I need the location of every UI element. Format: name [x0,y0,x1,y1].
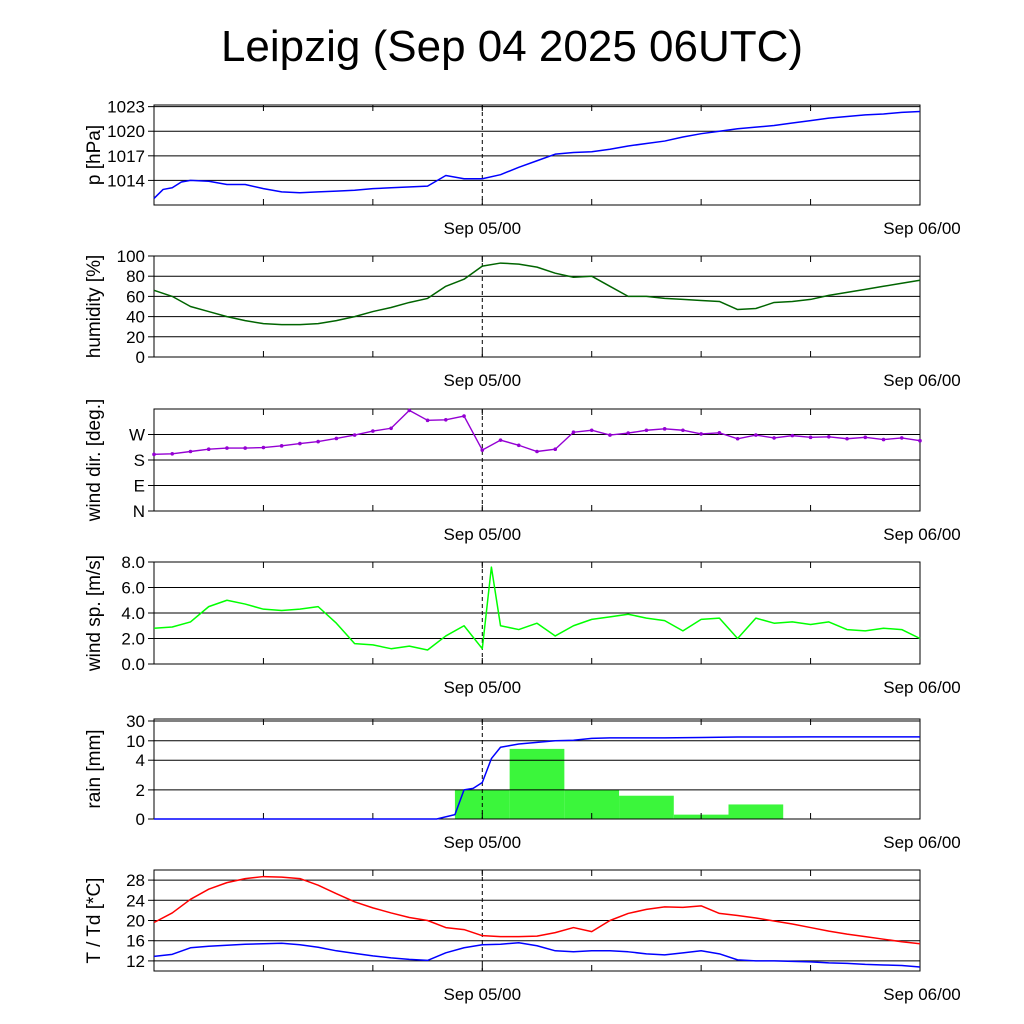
rain-bar-1 [509,748,565,819]
y-tick-label: 60 [126,287,145,306]
y-tick-label: 1017 [107,147,145,166]
y-tick-label: 30 [126,712,145,731]
x-tick-label: Sep 05/00 [444,525,522,544]
wind-dir-trace [153,409,921,456]
y-tick-label: W [129,426,145,445]
x-tick-label: Sep 05/00 [444,371,522,390]
plot-frame [153,255,921,358]
y-tick-label: 2 [136,781,145,800]
y-tick-label: 16 [126,932,145,951]
y-tick-label: 10 [126,732,145,751]
wind-speed-line [153,566,921,651]
y-tick-label: 0 [136,810,145,829]
y-tick-label: 28 [126,871,145,890]
y-tick-label: 20 [126,912,145,931]
y-tick-label: 4 [136,751,145,770]
y-tick-label: 8.0 [121,553,145,572]
y-tick-label: E [134,477,145,496]
y-tick-label: 0.0 [121,655,145,674]
y-axis-label: wind sp. [m/s] [84,555,105,672]
chart-title: Leipzig (Sep 04 2025 06UTC) [220,22,804,71]
plot-frame [153,408,921,512]
x-tick-label: Sep 05/00 [444,219,522,238]
rain-bar-3 [619,795,674,819]
x-tick-label: Sep 06/00 [883,525,961,544]
y-tick-label: 20 [126,328,145,347]
y-axis-label: rain [mm] [84,729,105,808]
y-tick-label: 40 [126,308,145,327]
panel-wind_speed: 0.0 2.0 4.0 6.0 8.0 Sep 05/00 Sep 06/00 wind sp… [84,553,961,697]
x-tick-label: Sep 06/00 [883,985,961,1004]
y-tick-label: S [134,451,145,470]
plot-frame [153,561,921,665]
x-tick-label: Sep 06/00 [883,371,961,390]
x-tick-label: Sep 06/00 [883,833,961,852]
y-tick-label: 12 [126,952,145,971]
rain-bar-5 [728,804,784,819]
humidity-line [153,262,921,326]
y-tick-label: N [133,502,145,521]
y-axis-label: humidity [%] [84,255,105,358]
y-tick-label: 80 [126,267,145,286]
y-tick-label: 2.0 [121,630,145,649]
x-tick-label: Sep 05/00 [444,678,522,697]
dewpoint-line [153,941,921,968]
panel-pressure: 1014 1017 1020 1023 Sep 05/00 Sep 06/00 p [hPa… [84,98,961,238]
x-tick-label: Sep 06/00 [883,678,961,697]
cumulative-rain-line [154,736,920,820]
temperature-line [153,875,921,945]
pressure-line [153,110,921,199]
y-tick-label: 0 [136,348,145,367]
y-tick-label: 1014 [107,171,145,190]
y-tick-label: 4.0 [121,604,145,623]
plot-frame [153,869,921,972]
plot-frame [153,104,921,206]
y-axis-label: p [hPa] [84,125,105,185]
y-tick-label: 6.0 [121,579,145,598]
x-tick-label: Sep 05/00 [444,833,522,852]
y-tick-label: 1020 [107,122,145,141]
plot-frame [153,718,921,820]
x-tick-label: Sep 06/00 [883,219,961,238]
y-tick-label: 1023 [107,98,145,117]
y-tick-label: 24 [126,891,145,910]
x-tick-label: Sep 05/00 [444,985,522,1004]
y-tick-label: 100 [117,247,145,266]
y-axis-label: T / Td [*C] [84,878,105,964]
wind-dir-point [152,452,156,457]
y-axis-label: wind dir. [deg.] [84,399,105,523]
